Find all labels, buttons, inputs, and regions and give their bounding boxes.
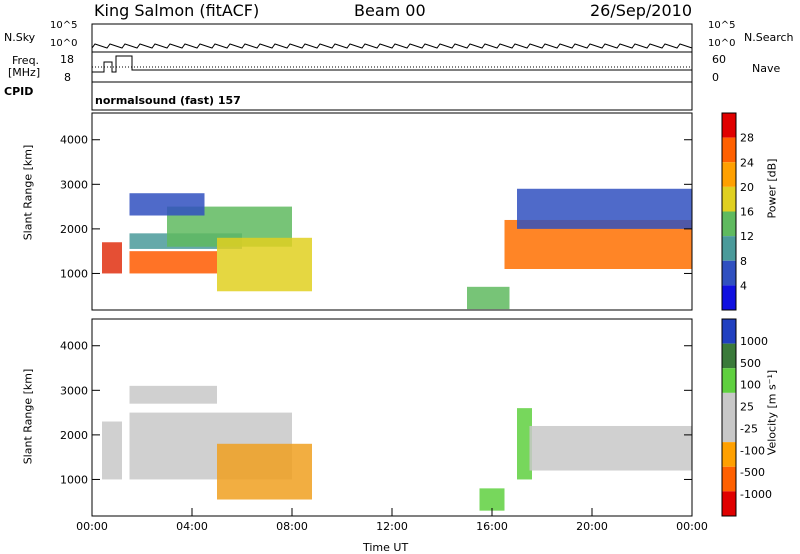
scatter-region-0-5	[129, 193, 205, 216]
colorbar-tick-1-4: -25	[740, 422, 758, 435]
colorbar-tick-1-0: 1000	[740, 335, 768, 348]
colorbar-tick-0-1: 24	[740, 156, 754, 169]
colorbar-swatch-1-1	[722, 343, 736, 369]
cpid-value: normalsound (fast) 157	[95, 94, 241, 107]
colorbar-swatch-0-6	[722, 260, 736, 286]
x-tick-label-6: 00:00	[676, 520, 708, 533]
cpid-label: CPID	[4, 85, 34, 98]
colorbar-swatch-1-2	[722, 368, 736, 393]
scatter-region-0-8	[517, 188, 692, 229]
colorbar-swatch-1-0	[722, 319, 736, 344]
plot-title: King Salmon (fitACF)	[94, 1, 260, 20]
colorbar-swatch-0-2	[722, 162, 736, 187]
beam-label: Beam 00	[354, 1, 426, 20]
colorbar-tick-0-5: 8	[740, 255, 747, 268]
colorbar-tick-1-7: -1000	[740, 488, 772, 501]
colorbar-swatch-0-1	[722, 137, 736, 163]
x-tick-label-1: 04:00	[176, 520, 208, 533]
nave-label: Nave	[752, 62, 781, 75]
nave-tick-bottom: 0	[712, 71, 719, 84]
cpid-strip-frame	[91, 81, 693, 111]
y-tick-label-0-3: 1000	[60, 267, 88, 280]
y-tick-label-0-2: 2000	[60, 223, 88, 236]
freq-trace	[92, 55, 692, 73]
colorbar-tick-1-5: -100	[740, 444, 765, 457]
panel-frame-0	[91, 112, 693, 311]
nsky-tick-top: 10^5	[50, 20, 78, 31]
freq-tick-top: 18	[60, 53, 74, 66]
nave-tick-top: 60	[712, 53, 726, 66]
colorbar-tick-1-3: 25	[740, 401, 754, 414]
freq-label: Freq.	[12, 54, 40, 67]
y-tick-label-1-1: 3000	[60, 384, 88, 397]
colorbar-frame-1	[721, 318, 737, 517]
power-colorbar-label: Power [dB]	[765, 158, 779, 219]
x-tick-label-2: 08:00	[276, 520, 308, 533]
scatter-region-0-0	[102, 242, 122, 274]
colorbar-swatch-1-3	[722, 392, 736, 418]
nsky-tick-bottom: 10^0	[50, 38, 78, 49]
x-tick-label-0: 00:00	[76, 520, 108, 533]
x-tick-label-3: 12:00	[376, 520, 408, 533]
nsky-label: N.Sky	[4, 31, 36, 44]
colorbar-swatch-0-5	[722, 236, 736, 261]
xaxis-label: Time UT	[363, 541, 409, 554]
colorbar-tick-1-6: -500	[740, 466, 765, 479]
colorbar-frame-0	[721, 112, 737, 311]
nsearch-tick-top: 10^5	[708, 20, 736, 31]
scatter-region-1-4	[479, 488, 505, 511]
y-tick-label-0-1: 3000	[60, 178, 88, 191]
colorbar-swatch-0-0	[722, 113, 736, 138]
colorbar-swatch-1-6	[722, 466, 736, 492]
colorbar-tick-0-4: 12	[740, 230, 754, 243]
scatter-region-0-6	[467, 286, 510, 310]
y-tick-label-1-0: 4000	[60, 340, 88, 353]
nsky-trace	[91, 43, 693, 50]
colorbar-tick-0-3: 16	[740, 206, 754, 219]
freq-unit-label: [MHz]	[8, 66, 41, 79]
power-ylabel: Slant Range [km]	[21, 144, 35, 241]
scatter-region-1-2	[129, 385, 217, 404]
nsearch-label: N.Search	[744, 31, 794, 44]
freq-tick-bottom: 8	[64, 71, 71, 84]
y-tick-label-0-0: 4000	[60, 134, 88, 147]
colorbar-tick-1-1: 500	[740, 357, 761, 370]
colorbar-tick-1-2: 100	[740, 379, 761, 392]
x-tick-label-4: 16:00	[476, 520, 508, 533]
scatter-region-1-3	[217, 443, 312, 500]
colorbar-swatch-1-7	[722, 491, 736, 516]
nsearch-tick-bottom: 10^0	[708, 38, 736, 49]
colorbar-tick-0-2: 20	[740, 181, 754, 194]
scatter-region-1-5	[517, 408, 532, 480]
colorbar-tick-0-0: 28	[740, 132, 754, 145]
scatter-region-0-4	[217, 237, 312, 292]
date-label: 26/Sep/2010	[590, 1, 693, 20]
colorbar-swatch-0-4	[722, 211, 736, 237]
colorbar-tick-0-6: 4	[740, 279, 747, 292]
colorbar-swatch-1-5	[722, 442, 736, 467]
colorbar-swatch-0-7	[722, 285, 736, 310]
y-tick-label-1-2: 2000	[60, 429, 88, 442]
velocity-ylabel: Slant Range [km]	[21, 368, 35, 465]
scatter-region-1-6	[529, 425, 692, 471]
x-tick-label-5: 20:00	[576, 520, 608, 533]
scatter-region-0-1	[129, 251, 217, 274]
scatter-region-1-0	[102, 421, 122, 480]
velocity-colorbar-label: Velocity [m s⁻¹]	[765, 369, 779, 456]
colorbar-swatch-1-4	[722, 417, 736, 443]
y-tick-label-1-3: 1000	[60, 473, 88, 486]
colorbar-swatch-0-3	[722, 186, 736, 212]
